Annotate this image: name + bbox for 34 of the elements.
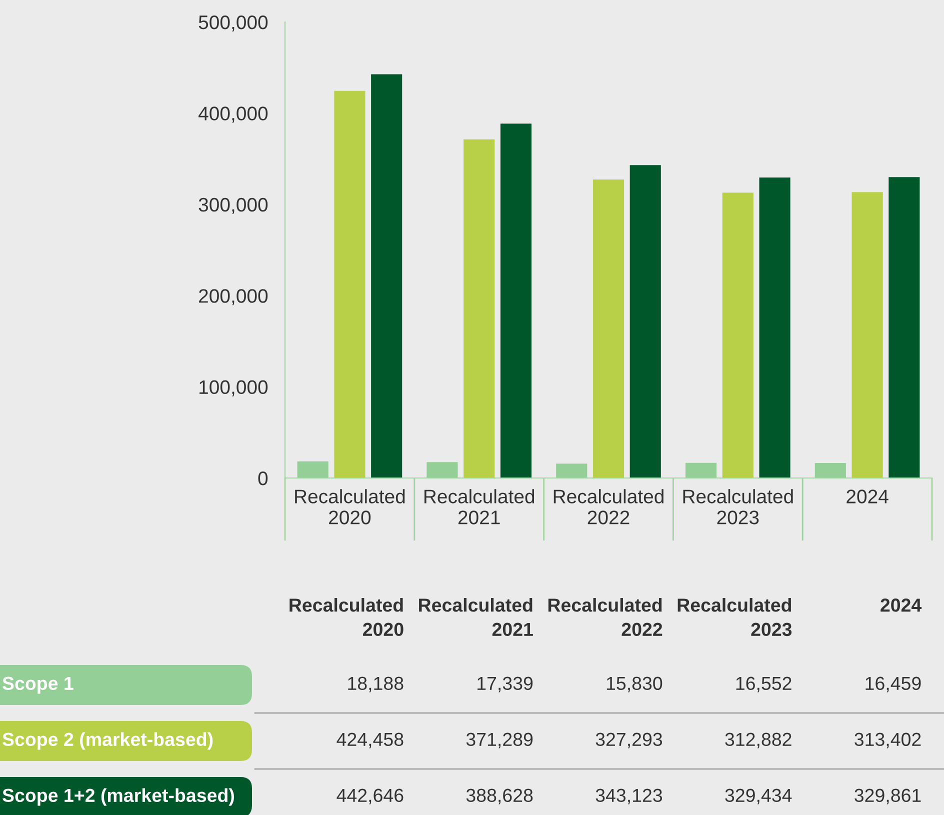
data-label: 371,289 [466,732,533,748]
category-label: 2024 [880,598,922,612]
data-label: 16,552 [736,676,792,692]
x-tick-label: Recalculated 2022 [554,489,664,524]
y-tick-label: 300,000 [198,198,268,214]
data-label: 17,339 [478,676,533,692]
x-tick-label: 2024 [846,490,888,504]
text: Scope 2 (market-based) [2,732,213,750]
x-tick-label: Recalculated 2020 [295,489,405,524]
text: Scope 1+2 (market-based) [2,788,234,806]
category-label: Recalculated 2022 [548,598,662,636]
data-label: 313,402 [854,732,921,748]
y-tick-label: 400,000 [198,106,268,123]
data-label: 388,628 [466,788,533,804]
data-label: 312,882 [725,732,792,748]
y-tick-label: 200,000 [199,289,268,306]
category-label: Recalculated 2021 [419,598,533,636]
x-tick-label: Recalculated 2023 [683,489,793,524]
y-tick-label: 0 [258,471,268,486]
data-label: 329,861 [854,788,921,804]
y-tick-label: 500,000 [198,15,268,32]
data-label: 343,123 [596,788,662,804]
data-label: 329,434 [725,788,792,804]
x-tick-label: Recalculated 2021 [424,489,534,524]
data-label: 16,459 [866,676,921,692]
category-label: Recalculated 2023 [678,598,792,636]
text: Scope 1 [2,676,74,694]
data-label: 15,830 [606,676,662,692]
data-label: 442,646 [336,788,404,804]
y-tick-label: 100,000 [200,380,268,396]
data-label: 18,188 [348,676,404,692]
category-label: Recalculated 2020 [290,598,404,636]
data-label: 327,293 [596,732,662,748]
data-label: 424,458 [336,732,404,748]
